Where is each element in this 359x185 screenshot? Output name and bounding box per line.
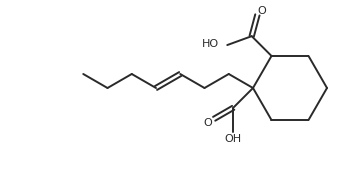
- Text: O: O: [257, 6, 266, 16]
- Text: OH: OH: [225, 134, 242, 144]
- Text: O: O: [204, 118, 213, 128]
- Text: HO: HO: [202, 39, 219, 49]
